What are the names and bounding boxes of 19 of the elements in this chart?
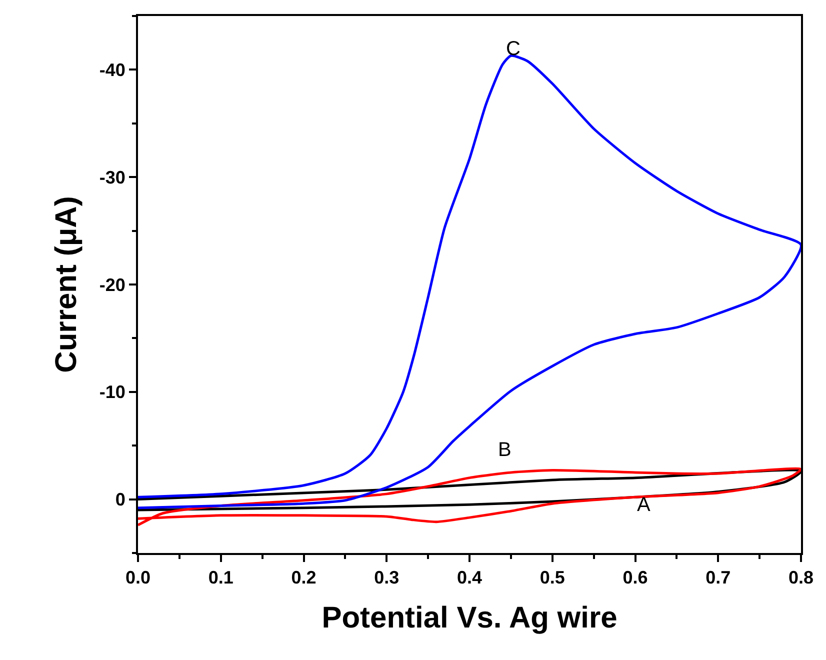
x-tick-label: 0.8	[788, 568, 814, 588]
annotation: B	[498, 439, 512, 461]
y-tick-label: -40	[99, 60, 126, 80]
y-tick-label: -10	[99, 382, 126, 402]
x-axis-title: Potential Vs. Ag wire	[322, 602, 618, 635]
x-tick-label: 0.2	[291, 568, 316, 588]
x-tick-label: 0.4	[456, 568, 482, 588]
x-tick-label: 0.6	[622, 568, 648, 588]
x-tick-label: 0.0	[125, 568, 151, 588]
x-tick-label: 0.3	[374, 568, 400, 588]
y-axis-title: Current (μA)	[50, 196, 83, 373]
x-tick-label: 0.7	[706, 568, 731, 588]
x-tick-label: 0.1	[208, 568, 234, 588]
annotation: C	[506, 38, 520, 60]
y-tick-label: 0	[115, 490, 126, 510]
annotation: A	[637, 494, 651, 516]
y-tick-label: -20	[99, 274, 126, 295]
x-tick-label: 0.5	[540, 568, 565, 588]
y-tick-label: -30	[99, 167, 126, 188]
